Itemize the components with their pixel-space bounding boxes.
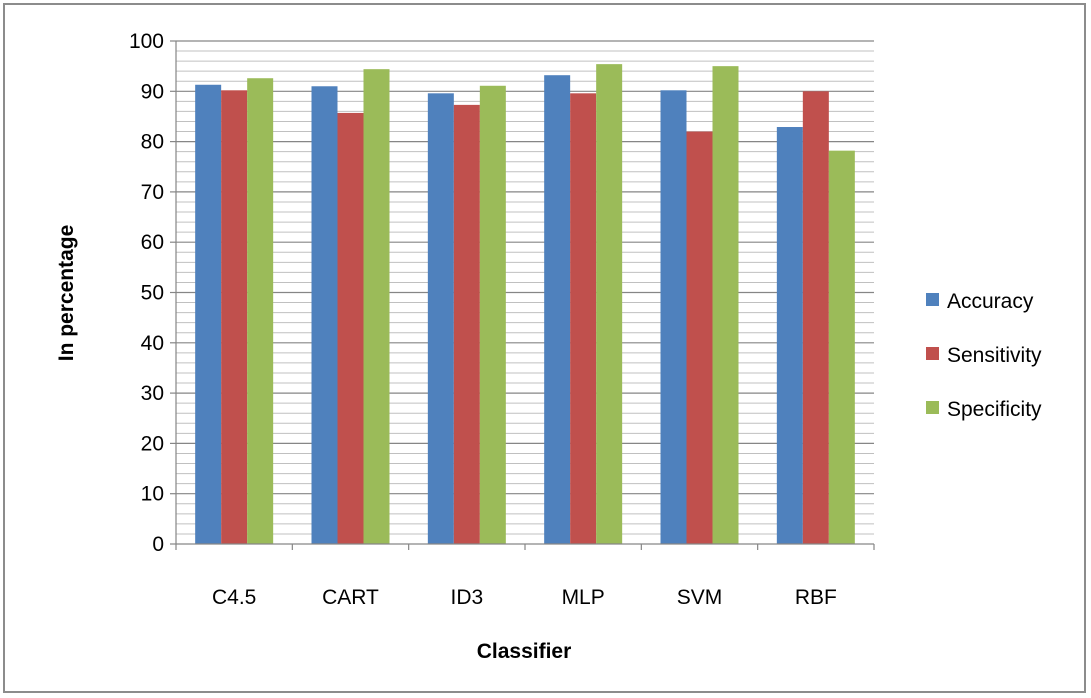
bar-accuracy-cart: [311, 86, 338, 545]
bar-accuracy-mlp: [544, 75, 571, 544]
legend: Accuracy Sensitivity Specificity: [926, 290, 1042, 421]
bar-specificity-c45: [247, 78, 274, 545]
y-tick-label: 70: [141, 181, 164, 204]
bar-accuracy-svm: [660, 90, 687, 544]
bar-sensitivity-svm: [686, 131, 713, 545]
bar-specificity-svm: [712, 66, 739, 545]
legend-swatch-specificity: [926, 401, 939, 414]
legend-swatch-accuracy: [926, 293, 939, 306]
x-tick-label: SVM: [677, 586, 723, 609]
legend-label-accuracy: Accuracy: [947, 290, 1034, 313]
bar-specificity-rbf: [828, 150, 855, 545]
y-tick-label: 20: [141, 432, 164, 455]
x-tick-label: CART: [322, 586, 379, 609]
x-axis-title: Classifier: [477, 640, 572, 663]
bar-sensitivity-id3: [453, 104, 480, 545]
y-tick-label: 40: [141, 332, 164, 355]
gridlines: [176, 40, 874, 535]
legend-label-specificity: Specificity: [947, 398, 1042, 421]
legend-swatch-sensitivity: [926, 347, 939, 360]
bar-sensitivity-mlp: [570, 93, 597, 544]
bar-accuracy-c45: [195, 84, 222, 545]
axes: [170, 40, 875, 550]
bar-specificity-id3: [479, 85, 506, 544]
y-tick-label: 50: [141, 282, 164, 305]
bars: [195, 64, 855, 545]
y-tick-label: 100: [129, 30, 164, 53]
legend-label-sensitivity: Sensitivity: [947, 344, 1042, 367]
y-axis-title: In percentage: [55, 225, 78, 362]
y-tick-label: 0: [152, 533, 164, 556]
bar-specificity-cart: [363, 69, 390, 544]
x-tick-label: MLP: [562, 586, 605, 609]
bar-sensitivity-c45: [221, 90, 248, 544]
y-tick-label: 80: [141, 131, 164, 154]
y-tick-labels: 0 10 20 30 40 50 60 70 80 90 100: [129, 30, 164, 556]
bar-accuracy-id3: [427, 93, 454, 544]
bar-specificity-mlp: [596, 64, 623, 544]
y-tick-label: 10: [141, 483, 164, 506]
x-tick-labels: C4.5 CART ID3 MLP SVM RBF: [212, 586, 837, 609]
x-tick-label: RBF: [795, 586, 837, 609]
bar-accuracy-rbf: [776, 127, 803, 544]
bar-sensitivity-rbf: [802, 91, 829, 545]
y-tick-label: 90: [141, 80, 164, 103]
y-tick-label: 30: [141, 382, 164, 405]
x-tick-label: C4.5: [212, 586, 256, 609]
y-tick-label: 60: [141, 231, 164, 254]
x-tick-label: ID3: [450, 586, 483, 609]
bar-sensitivity-cart: [337, 112, 364, 544]
